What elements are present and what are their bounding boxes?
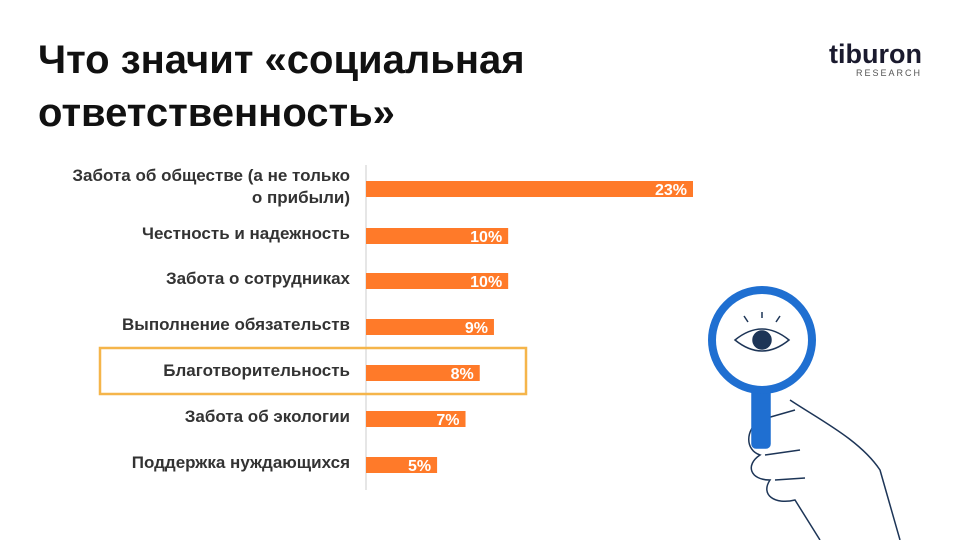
- category-label: Забота о сотрудниках: [165, 269, 350, 288]
- category-label: Выполнение обязательств: [122, 315, 350, 334]
- highlight-box: [98, 346, 528, 396]
- value-label: 7%: [436, 412, 459, 429]
- value-label: 23%: [655, 182, 687, 199]
- category-label: Забота об экологии: [184, 407, 350, 426]
- category-label: Поддержка нуждающихся: [131, 453, 350, 472]
- category-label: Благотворительность: [163, 361, 350, 380]
- bar: [366, 365, 480, 381]
- bar: [366, 228, 509, 244]
- magnifier-illustration: [708, 286, 901, 540]
- value-label: 9%: [465, 320, 488, 337]
- value-label: 5%: [408, 458, 431, 475]
- category-label: Честность и надежность: [142, 224, 350, 243]
- bar: [366, 411, 466, 427]
- bar: [366, 457, 438, 473]
- category-label: Забота об обществе (а не только о прибыл…: [72, 166, 350, 207]
- value-label: 10%: [470, 274, 502, 291]
- bar: [366, 273, 509, 289]
- value-label: 8%: [451, 366, 474, 383]
- logo-subtitle: RESEARCH: [855, 68, 922, 78]
- bar: [366, 319, 494, 335]
- value-label: 10%: [470, 229, 502, 246]
- logo: tiburon RESEARCH: [812, 40, 922, 78]
- bar: [366, 181, 693, 197]
- logo-name: tiburon: [829, 39, 922, 69]
- title: Что значит «социальная ответственность»: [38, 38, 525, 135]
